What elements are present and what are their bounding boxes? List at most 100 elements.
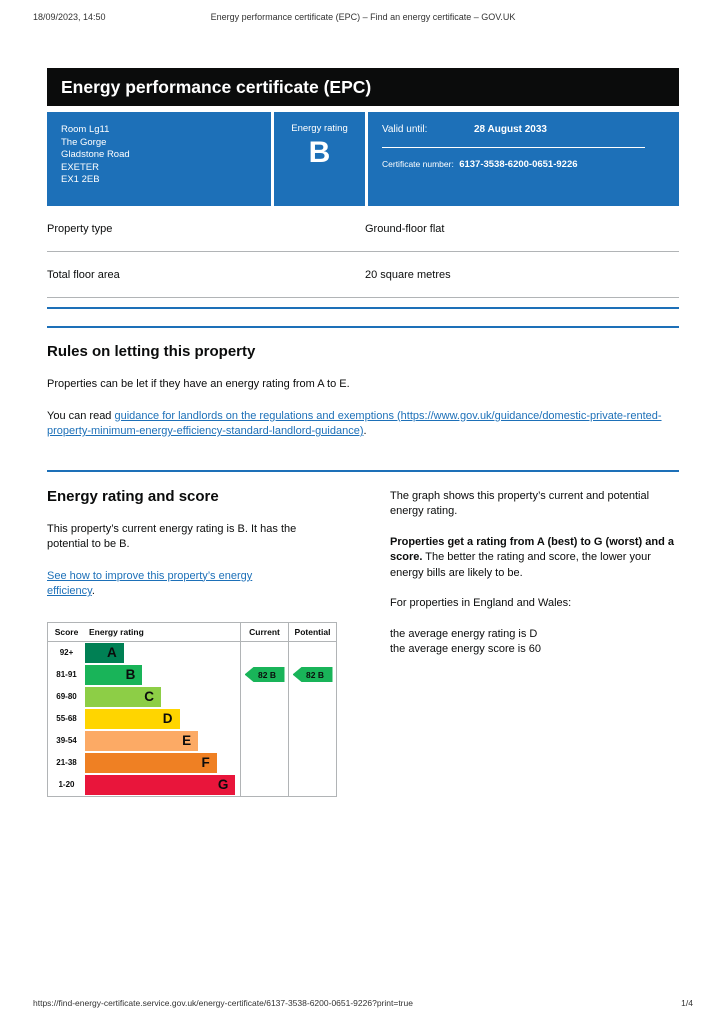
band-score-label: 69-80 xyxy=(56,692,77,701)
energy-rating-label: Energy rating xyxy=(291,123,348,134)
current-column-cell xyxy=(240,685,288,708)
certificate-summary: Room Lg11 The Gorge Gladstone Road EXETE… xyxy=(47,112,679,206)
band-score-label: 39-54 xyxy=(56,736,77,745)
band-letter: C xyxy=(144,689,154,704)
guidance-suffix: . xyxy=(363,425,367,437)
explainer-bold: Properties get a rating from A (best) to… xyxy=(390,535,674,564)
band-bar-area: E xyxy=(85,730,240,752)
current-column-cell xyxy=(240,751,288,774)
potential-column-cell xyxy=(288,685,336,708)
chart-band-row-b: 81-91 B 82 B 82 B xyxy=(48,663,336,686)
certificate-number-value: 6137-3538-6200-0651-9226 xyxy=(459,159,578,170)
rating-section-right: The graph shows this property’s current … xyxy=(390,488,679,797)
guidance-prefix: You can read xyxy=(47,409,115,422)
potential-column-cell: 82 B xyxy=(288,663,336,686)
chart-header-current: Current xyxy=(240,622,288,641)
band-letter: D xyxy=(162,711,173,726)
band-bar-c: C xyxy=(85,686,161,707)
band-bar-area: C xyxy=(85,686,240,708)
band-bar-d: D xyxy=(85,708,180,729)
property-type-row: Property type Ground-floor flat xyxy=(47,206,679,252)
validity-box: Valid until: 28 August 2033 Certificate … xyxy=(368,112,679,206)
address-line: Gladstone Road xyxy=(61,149,130,160)
valid-until-row: Valid until: 28 August 2033 xyxy=(382,124,665,135)
page-title: Energy performance certificate (EPC) xyxy=(61,77,372,97)
current-rating-marker: 82 B xyxy=(244,667,285,682)
rating-section: Energy rating and score This property’s … xyxy=(47,488,679,797)
chart-band-row-g: 1-20 G xyxy=(48,773,336,796)
floor-area-value: 20 square metres xyxy=(365,269,451,281)
current-column-cell xyxy=(240,641,288,664)
improve-paragraph: See how to improve this property’s energ… xyxy=(47,569,287,600)
current-column-cell xyxy=(240,773,288,796)
improve-efficiency-link[interactable]: See how to improve this property’s energ… xyxy=(47,569,253,598)
property-type-label: Property type xyxy=(47,223,113,235)
band-bar-area: B xyxy=(85,664,240,686)
average-rating-line: the average energy rating is D xyxy=(390,627,538,640)
band-letter: G xyxy=(217,777,229,792)
energy-rating-chart: Score Energy rating Current Potential 92+ A 81… xyxy=(47,621,337,797)
band-score-label: 1-20 xyxy=(58,780,75,789)
main-content: Energy performance certificate (EPC) Roo… xyxy=(47,68,679,797)
address-line: EX1 2EB xyxy=(61,174,100,185)
explainer-rest: The better the rating and score, the low… xyxy=(390,551,651,579)
potential-rating-marker: 82 B xyxy=(292,667,333,682)
page-title-banner: Energy performance certificate (EPC) xyxy=(47,68,679,106)
validity-divider xyxy=(382,147,645,148)
floor-area-label: Total floor area xyxy=(47,269,120,281)
rating-heading: Energy rating and score xyxy=(47,487,219,505)
band-bar-area: G xyxy=(85,774,240,796)
averages-values: the average energy rating is D the averag… xyxy=(390,627,679,658)
potential-column-cell xyxy=(288,729,336,752)
property-address-box: Room Lg11 The Gorge Gladstone Road EXETE… xyxy=(47,112,271,206)
potential-column-cell xyxy=(288,641,336,664)
band-bar-area: A xyxy=(85,642,240,664)
floor-area-row: Total floor area 20 square metres xyxy=(47,252,679,298)
average-score-line: the average energy score is 60 xyxy=(390,643,542,655)
band-bar-area: D xyxy=(85,708,240,730)
section-divider xyxy=(47,469,679,472)
print-header: 18/09/2023, 14:50 Energy performance cer… xyxy=(33,12,693,22)
improve-suffix: . xyxy=(91,585,95,597)
rules-heading: Rules on letting this property xyxy=(47,343,256,360)
section-divider xyxy=(47,307,679,309)
band-letter: B xyxy=(125,667,136,682)
certificate-number-row: Certificate number: 6137-3538-6200-0651-… xyxy=(382,159,665,170)
band-letter: A xyxy=(107,645,117,660)
band-bar-e: E xyxy=(85,730,199,751)
graph-intro-paragraph: The graph shows this property’s current … xyxy=(390,489,650,518)
valid-until-value: 28 August 2033 xyxy=(474,124,547,135)
band-bar-f: F xyxy=(85,752,217,773)
rules-paragraph: Properties can be let if they have an en… xyxy=(47,378,350,390)
energy-rating-value: B xyxy=(308,136,331,169)
current-column-cell xyxy=(240,729,288,752)
chart-band-row-f: 21-38 F xyxy=(48,751,336,774)
guidance-paragraph: You can read guidance for landlords on t… xyxy=(47,409,679,440)
band-letter: E xyxy=(182,733,192,748)
chart-band-row-a: 92+ A xyxy=(48,641,336,664)
band-score-label: 92+ xyxy=(59,648,74,657)
chart-header-potential: Potential xyxy=(288,622,336,641)
averages-intro: For properties in England and Wales: xyxy=(390,597,572,609)
band-letter: F xyxy=(201,755,210,770)
rating-section-left: Energy rating and score This property’s … xyxy=(47,488,347,797)
explainer-paragraph: Properties get a rating from A (best) to… xyxy=(390,535,679,582)
band-score-label: 21-38 xyxy=(56,758,77,767)
print-page-indicator: 1/4 xyxy=(681,998,693,1008)
guidance-link[interactable]: guidance for landlords on the regulation… xyxy=(47,409,662,438)
band-bar-b: B xyxy=(85,664,143,685)
certificate-number-label: Certificate number: xyxy=(382,159,454,169)
print-document-title: Energy performance certificate (EPC) – F… xyxy=(210,12,516,22)
section-divider xyxy=(47,326,679,328)
potential-column-cell xyxy=(288,707,336,730)
print-datetime: 18/09/2023, 14:50 xyxy=(33,12,106,22)
band-bar-g: G xyxy=(85,774,236,795)
band-bar-a: A xyxy=(85,642,124,663)
chart-header-score: Score xyxy=(54,626,79,637)
address-line: EXETER xyxy=(61,161,100,173)
address-line: The Gorge xyxy=(61,136,107,148)
potential-column-cell xyxy=(288,751,336,774)
print-footer: https://find-energy-certificate.service.… xyxy=(33,998,693,1008)
property-type-value: Ground-floor flat xyxy=(365,223,445,235)
